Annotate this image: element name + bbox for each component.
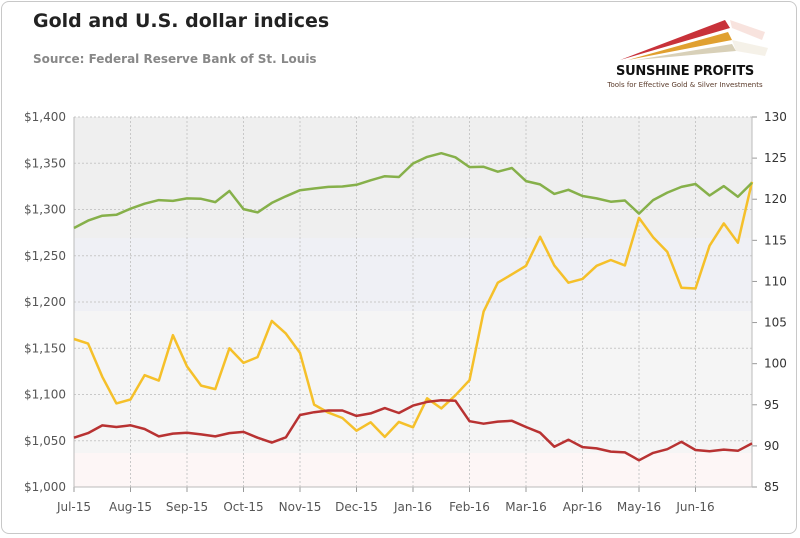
x-tick-label: Feb-16 <box>449 500 490 514</box>
y-right-tick-label: 120 <box>764 192 787 206</box>
y-right-tick-label: 90 <box>764 439 779 453</box>
logo-rays-icon <box>620 20 768 60</box>
x-tick-label: Sep-15 <box>166 500 208 514</box>
y-right-tick-label: 130 <box>764 110 787 124</box>
y-left-tick-label: $1,300 <box>24 203 66 217</box>
x-tick-label: Nov-15 <box>279 500 322 514</box>
y-right-tick-label: 105 <box>764 316 787 330</box>
y-left-tick-label: $1,100 <box>24 388 66 402</box>
y-left-tick-label: $1,050 <box>24 434 66 448</box>
y-left-tick-label: $1,000 <box>24 480 66 494</box>
x-tick-label: Jul-15 <box>56 500 91 514</box>
y-right-tick-label: 95 <box>764 398 779 412</box>
logo-tagline: Tools for Effective Gold & Silver Invest… <box>607 81 763 89</box>
x-tick-label: Dec-15 <box>335 500 378 514</box>
y-right-tick-label: 110 <box>764 274 787 288</box>
chart-title: Gold and U.S. dollar indices <box>33 10 330 32</box>
y-right-tick-label: 85 <box>764 480 779 494</box>
x-tick-label: May-16 <box>617 500 661 514</box>
x-tick-label: Jan-16 <box>393 500 432 514</box>
y-right-tick-label: 115 <box>764 233 787 247</box>
logo-name: SUNSHINE PROFITS <box>616 64 754 79</box>
chart-subtitle: Source: Federal Reserve Bank of St. Loui… <box>33 52 317 66</box>
sunshine-profits-logo: SUNSHINE PROFITS Tools for Effective Gol… <box>600 20 770 100</box>
y-left-tick-label: $1,350 <box>24 156 66 170</box>
x-tick-label: Mar-16 <box>505 500 546 514</box>
x-tick-label: Jun-16 <box>675 500 714 514</box>
y-right-tick-label: 100 <box>764 357 787 371</box>
x-tick-label: Aug-15 <box>109 500 152 514</box>
x-tick-label: Oct-15 <box>223 500 263 514</box>
y-left-tick-label: $1,250 <box>24 249 66 263</box>
x-tick-label: Apr-16 <box>563 500 603 514</box>
y-right-tick-label: 125 <box>764 151 787 165</box>
y-left-tick-label: $1,200 <box>24 295 66 309</box>
y-left-tick-label: $1,400 <box>24 110 66 124</box>
y-left-tick-label: $1,150 <box>24 341 66 355</box>
